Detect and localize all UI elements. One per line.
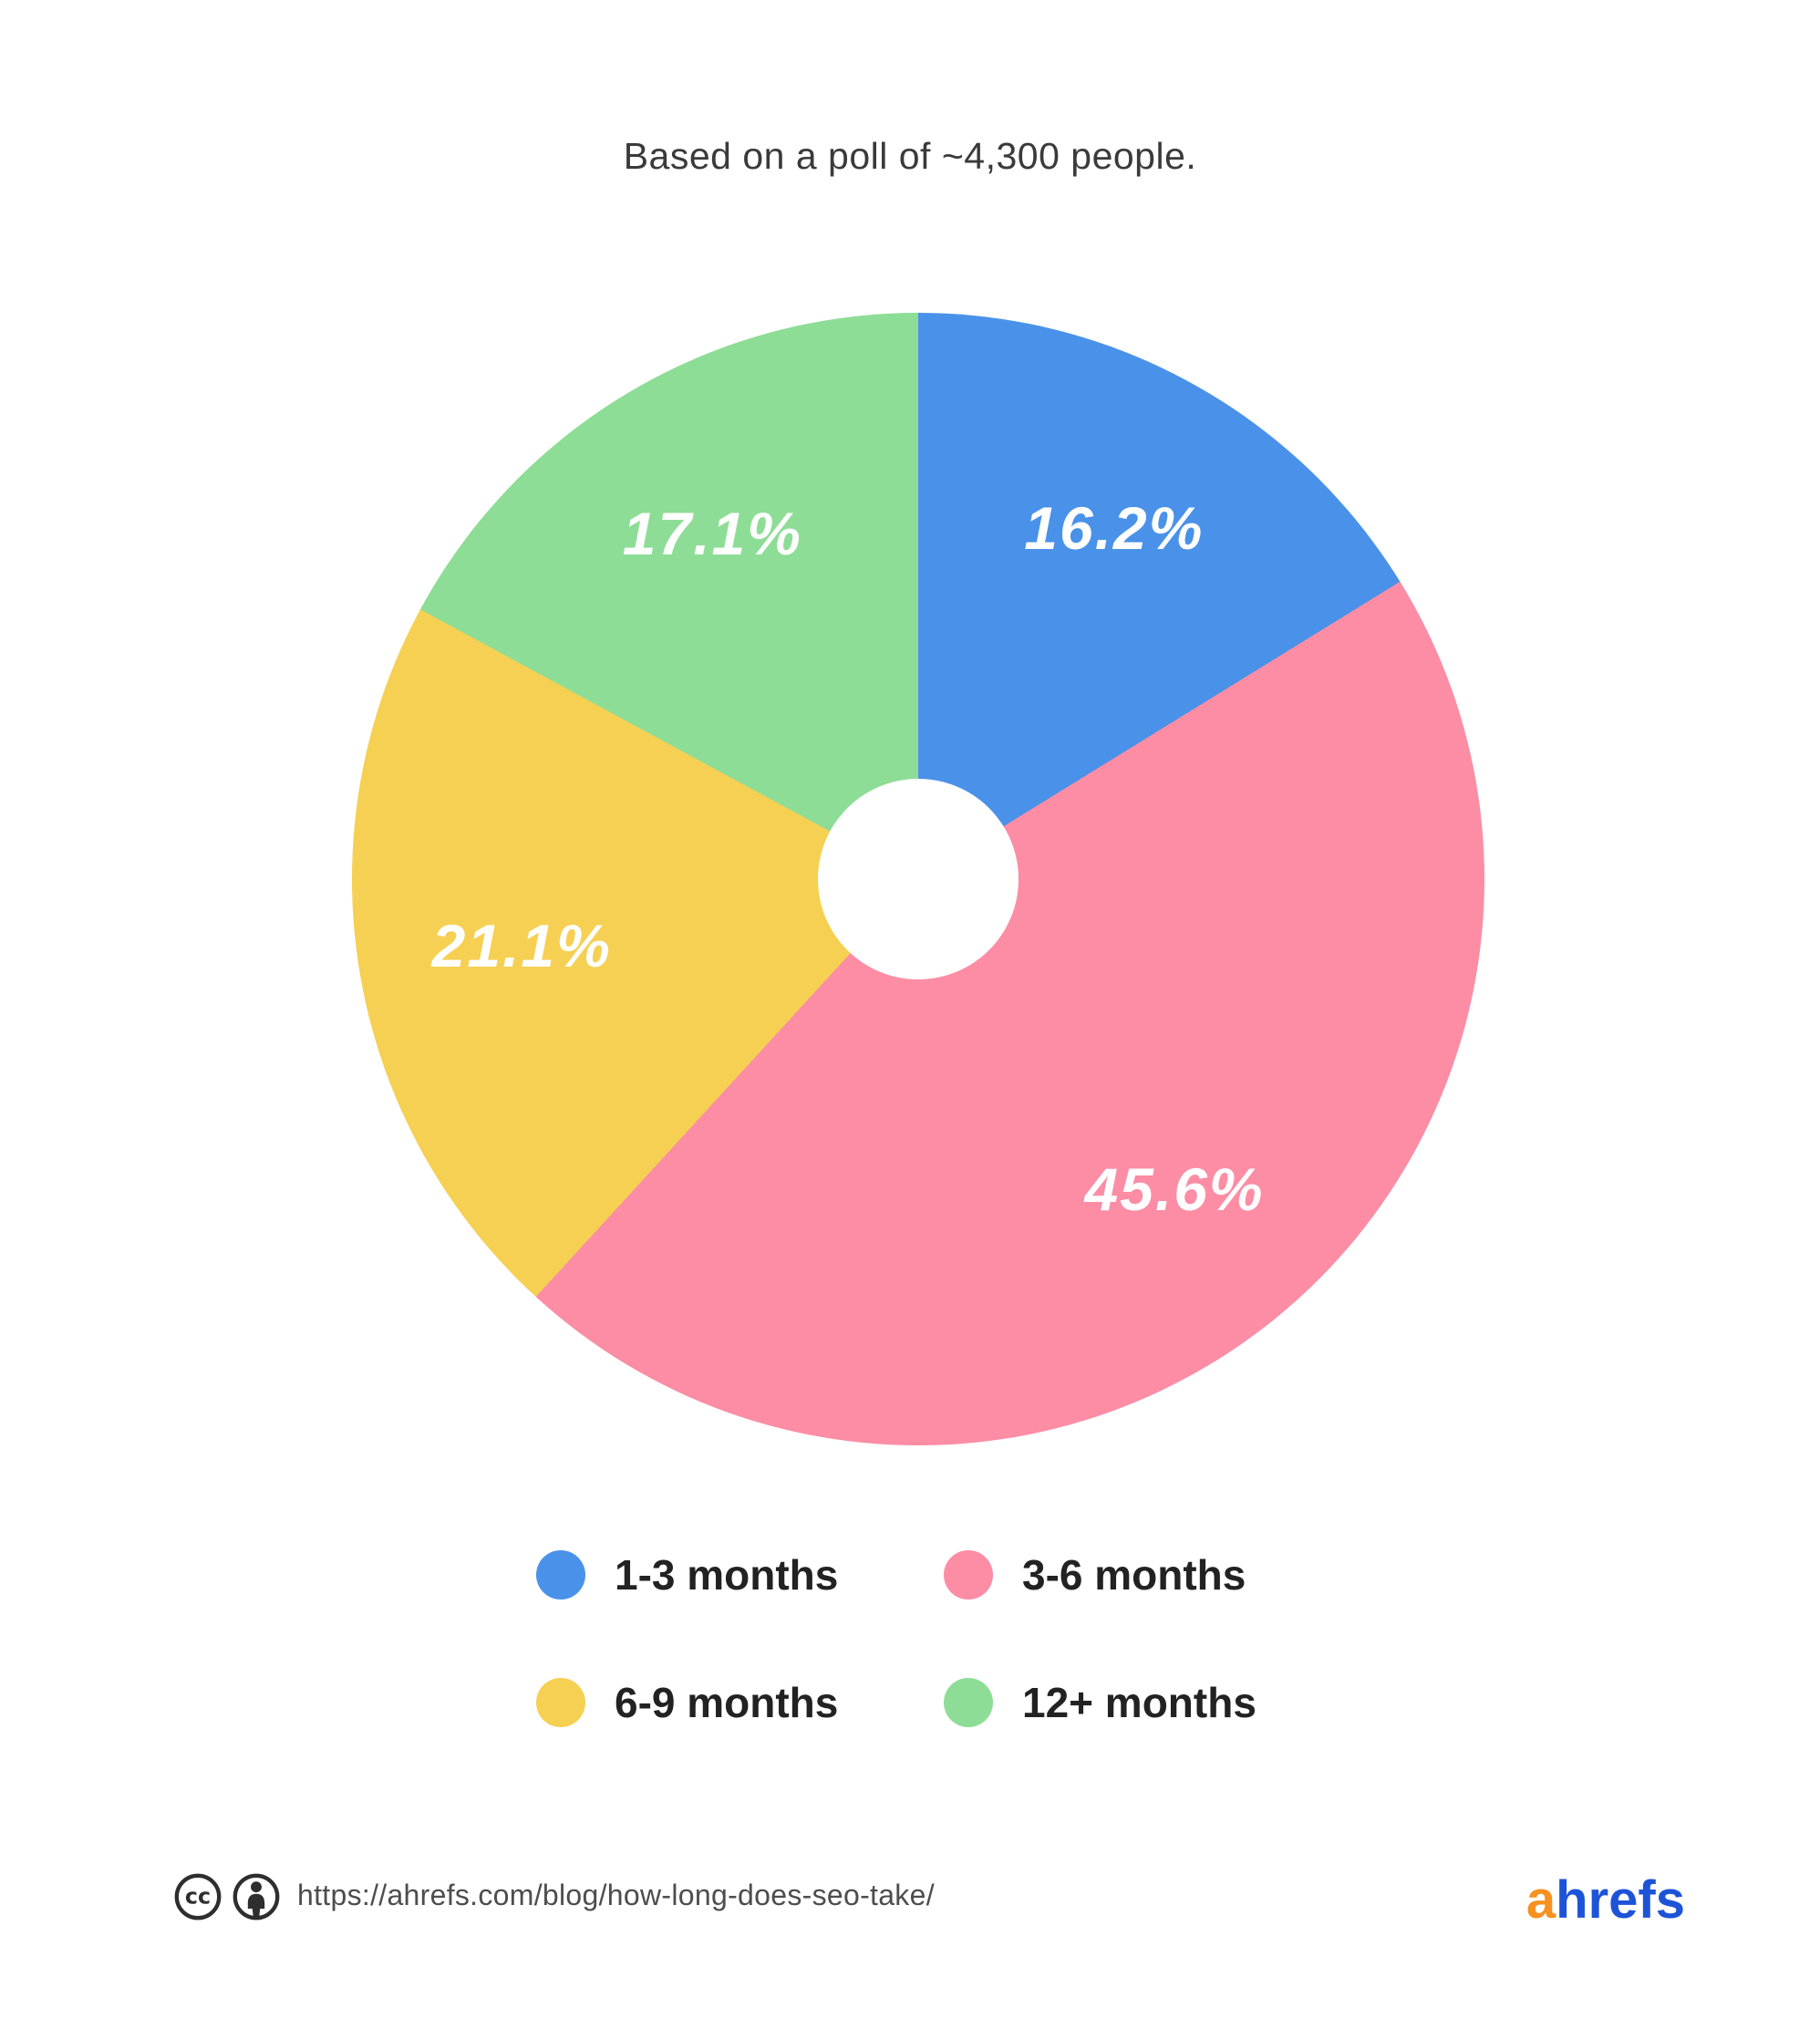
legend-dot (944, 1678, 993, 1727)
legend-label: 12+ months (1022, 1679, 1256, 1726)
ahrefs-logo-a: a (1525, 1870, 1556, 1930)
pie-chart: 16.2% 45.6% 21.1% 17.1% (352, 313, 1484, 1445)
legend-item: 3-6 months (944, 1550, 1256, 1600)
chart-title: Based on a poll of ~4,300 people. (623, 135, 1197, 177)
cc-icon: cc (174, 1873, 222, 1921)
attribution-icon (233, 1873, 280, 1921)
donut-hole (818, 779, 1019, 979)
legend-dot (536, 1550, 585, 1600)
legend-label: 3-6 months (1022, 1551, 1246, 1599)
ahrefs-logo-hrefs: hrefs (1556, 1870, 1685, 1930)
legend-item: 1-3 months (536, 1550, 944, 1600)
legend-dot (536, 1678, 585, 1727)
slice-label: 21.1% (431, 912, 612, 980)
slice-label: 16.2% (1024, 493, 1205, 562)
footer: cc https://ahrefs.com/blog/how-long-does… (0, 1868, 1820, 1930)
slice-label: 17.1% (622, 500, 802, 568)
legend: 1-3 months 3-6 months 6-9 months 12+ months (536, 1550, 1256, 1727)
slice-label: 45.6% (1084, 1154, 1265, 1223)
svg-text:cc: cc (185, 1884, 211, 1910)
legend-item: 6-9 months (536, 1678, 944, 1727)
legend-dot (944, 1550, 993, 1600)
legend-label: 1-3 months (615, 1551, 839, 1599)
ahrefs-logo: ahrefs (1526, 1869, 1685, 1931)
legend-item: 12+ months (944, 1678, 1256, 1727)
legend-label: 6-9 months (615, 1679, 839, 1726)
license-badges: cc (173, 1872, 281, 1921)
source-url: https://ahrefs.com/blog/how-long-does-se… (297, 1879, 935, 1911)
